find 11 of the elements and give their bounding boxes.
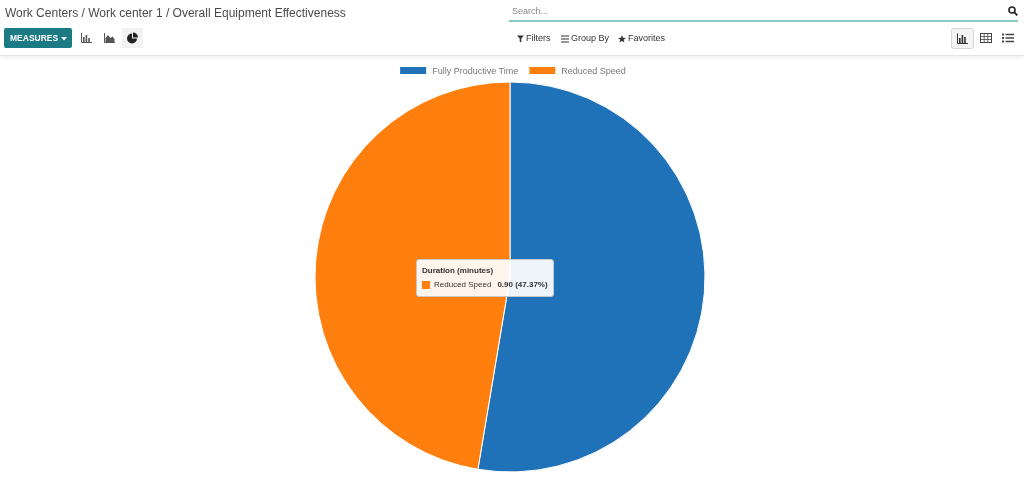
- data-label: 0.90 (47.37%): [497, 279, 548, 291]
- text: Search...: [512, 6, 549, 16]
- legend-label: Fully Productive Time: [432, 65, 519, 76]
- text: Favorites: [628, 33, 666, 43]
- text: Work Centers / Work center 1 / Overall Equipment Effectiveness: [5, 6, 346, 20]
- category-label: Reduced Speed: [561, 65, 626, 76]
- text: Group By: [571, 33, 610, 43]
- text: MEASURES: [10, 33, 59, 43]
- tooltip-box: Duration (minutes) Reduced Speed 0.90 (47.37%): [416, 259, 554, 297]
- text: Filters: [526, 33, 551, 43]
- legend-label: Reduced Speed: [434, 279, 492, 291]
